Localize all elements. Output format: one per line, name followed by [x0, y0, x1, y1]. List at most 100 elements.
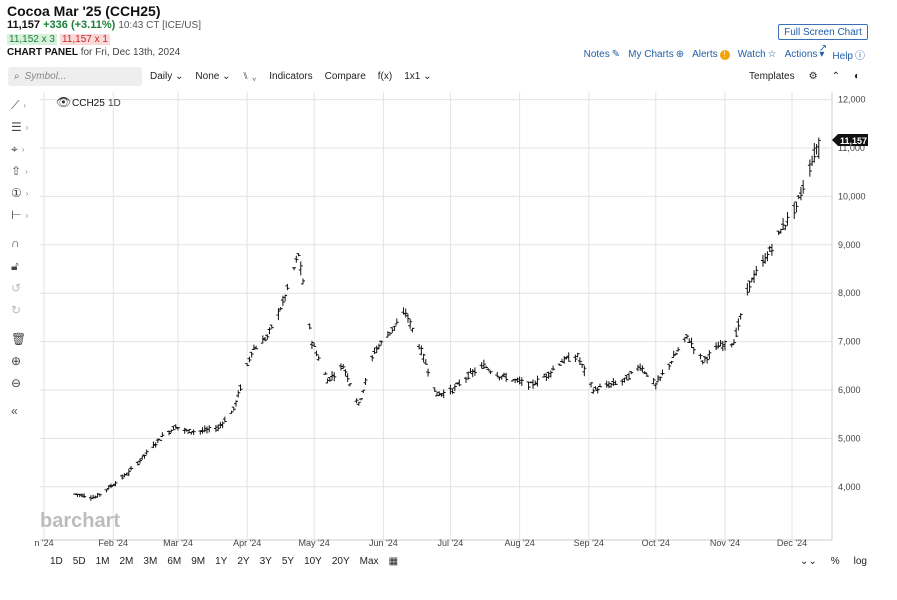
- range-button-max[interactable]: Max: [359, 556, 379, 567]
- ohlc-bar: [738, 313, 743, 320]
- ohlc-bar: [470, 369, 475, 378]
- y-tick-label: 5,000: [838, 433, 861, 443]
- watch-link[interactable]: Watch ☆: [738, 49, 777, 60]
- ohlc-bar: [551, 365, 556, 371]
- line-tool[interactable]: ⟋ ›: [11, 97, 39, 113]
- redo-button[interactable]: ↻: [11, 302, 39, 318]
- layout-dropdown[interactable]: 1x1 ⌄: [404, 71, 431, 82]
- settings-gear-icon[interactable]: ⚙: [808, 71, 818, 82]
- ohlc-bar: [687, 338, 692, 344]
- top-links: Notes ✎ My Charts ⊕ Alerts! Watch ☆ Actions…: [584, 47, 865, 62]
- fib-tool[interactable]: ☰ ›: [11, 119, 39, 135]
- ohlc-bar: [595, 386, 600, 394]
- scale-options: ⌄⌄ % log: [800, 556, 867, 567]
- x-tick-label: Aug '24: [504, 538, 534, 548]
- ohlc-bar: [557, 363, 562, 367]
- ohlc-bar: [104, 489, 109, 493]
- ohlc-bar: [388, 332, 393, 336]
- search-icon: ⌕: [14, 71, 20, 82]
- ohlc-bar: [111, 484, 116, 487]
- delete-button[interactable]: 🗑︎: [11, 331, 39, 347]
- ask: 11,157 x 1: [59, 34, 110, 45]
- x-tick-label: Apr '24: [233, 538, 261, 548]
- lock-button[interactable]: 🔓︎: [11, 258, 39, 274]
- calendar-icon[interactable]: ▦: [388, 556, 399, 567]
- collapse-icon[interactable]: ⌃: [831, 71, 840, 82]
- mycharts-link[interactable]: My Charts ⊕: [628, 49, 684, 60]
- notes-link[interactable]: Notes ✎: [584, 49, 621, 60]
- range-button-5y[interactable]: 5Y: [281, 556, 295, 567]
- fx-button[interactable]: f(x): [377, 71, 393, 82]
- ohlc-bar: [184, 429, 189, 432]
- indicators-button[interactable]: Indicators: [269, 71, 313, 82]
- overlay-dropdown[interactable]: None ⌄: [195, 71, 230, 82]
- ohlc-bar: [269, 324, 274, 329]
- ohlc-bar: [385, 331, 390, 338]
- help-link[interactable]: Help ⓘ: [832, 47, 865, 62]
- marker-tool[interactable]: ① ›: [11, 185, 39, 201]
- ohlc-bar: [401, 307, 406, 315]
- range-button-20y[interactable]: 20Y: [331, 556, 350, 567]
- range-button-9m[interactable]: 9M: [191, 556, 206, 567]
- layout-label: 1x1: [404, 71, 421, 82]
- period-dropdown[interactable]: Daily ⌄: [150, 71, 183, 82]
- measure-tool[interactable]: ⊢ ›: [11, 207, 39, 223]
- ohlc-bar: [153, 442, 158, 448]
- range-button-5d[interactable]: 5D: [72, 556, 86, 567]
- bar-type-dropdown[interactable]: ⑊ ⌄: [242, 71, 257, 82]
- ohlc-bar: [260, 335, 265, 344]
- number-marker-icon: ①: [11, 186, 22, 200]
- range-button-1d[interactable]: 1D: [50, 556, 63, 567]
- ohlc-bar: [457, 379, 462, 387]
- ohlc-bar: [606, 381, 611, 389]
- ohlc-bar: [220, 421, 225, 429]
- collapse-toolbar-button[interactable]: «: [11, 403, 39, 419]
- star-icon: ☆: [767, 49, 777, 60]
- ohlc-bar: [676, 347, 681, 352]
- lock-icon: 🔓︎: [11, 258, 19, 273]
- percent-scale-button[interactable]: %: [830, 556, 840, 567]
- zoom-in-button[interactable]: ⊕: [11, 353, 39, 369]
- ohlc-bar: [309, 340, 314, 350]
- compare-button[interactable]: Compare: [324, 71, 366, 82]
- collapse-down-icon[interactable]: ⌄⌄: [799, 556, 817, 567]
- range-button-3y[interactable]: 3Y: [259, 556, 272, 567]
- barchart-watermark: barchart: [40, 510, 120, 532]
- log-scale-button[interactable]: log: [853, 556, 867, 567]
- fullscreen-button[interactable]: Full Screen Chart ↗: [778, 24, 868, 54]
- range-button-2m[interactable]: 2M: [119, 556, 134, 567]
- ohlc-bar: [236, 390, 241, 398]
- range-selector: 1D 5D 1M 2M 3M 6M 9M 1Y 2Y 3Y 5Y 10Y 20Y Max ▦: [50, 556, 398, 567]
- ohlc-bar: [213, 424, 218, 433]
- undo-button[interactable]: ↺: [11, 280, 39, 296]
- ohlc-bar: [135, 461, 140, 466]
- ohlc-bar: [486, 368, 491, 371]
- range-button-1m[interactable]: 1M: [95, 556, 110, 567]
- zoom-out-button[interactable]: ⊖: [11, 375, 39, 391]
- range-button-3m[interactable]: 3M: [143, 556, 158, 567]
- ohlc-bar: [669, 360, 674, 365]
- alerts-link[interactable]: Alerts!: [692, 49, 730, 60]
- range-button-1y[interactable]: 1Y: [215, 556, 228, 567]
- symbol-search[interactable]: ⌕ Symbol...: [8, 67, 142, 86]
- ohlc-bar: [798, 186, 803, 201]
- ohlc-bar: [752, 270, 757, 284]
- x-tick-label: n '24: [34, 538, 53, 548]
- chevron-down-icon: ⌄: [175, 71, 184, 82]
- range-button-10y[interactable]: 10Y: [304, 556, 322, 567]
- dark-mode-icon[interactable]: ◐: [853, 71, 860, 82]
- range-button-2y[interactable]: 2Y: [237, 556, 250, 567]
- ohlc-bar: [79, 493, 84, 498]
- arrow-tool[interactable]: ⇧ ›: [11, 163, 39, 179]
- ohlc-bar: [629, 371, 634, 375]
- actions-label: Actions: [784, 49, 818, 60]
- magnet-button[interactable]: ∩: [11, 235, 39, 251]
- ohlc-bar: [439, 393, 444, 397]
- range-button-6m[interactable]: 6M: [167, 556, 182, 567]
- ohlc-bar: [327, 377, 332, 382]
- eye-icon[interactable]: 👁︎: [56, 95, 71, 109]
- actions-menu[interactable]: Actions ▾: [785, 49, 825, 60]
- templates-button[interactable]: Templates: [749, 71, 795, 82]
- shape-tool[interactable]: ⌖ ›: [11, 141, 39, 157]
